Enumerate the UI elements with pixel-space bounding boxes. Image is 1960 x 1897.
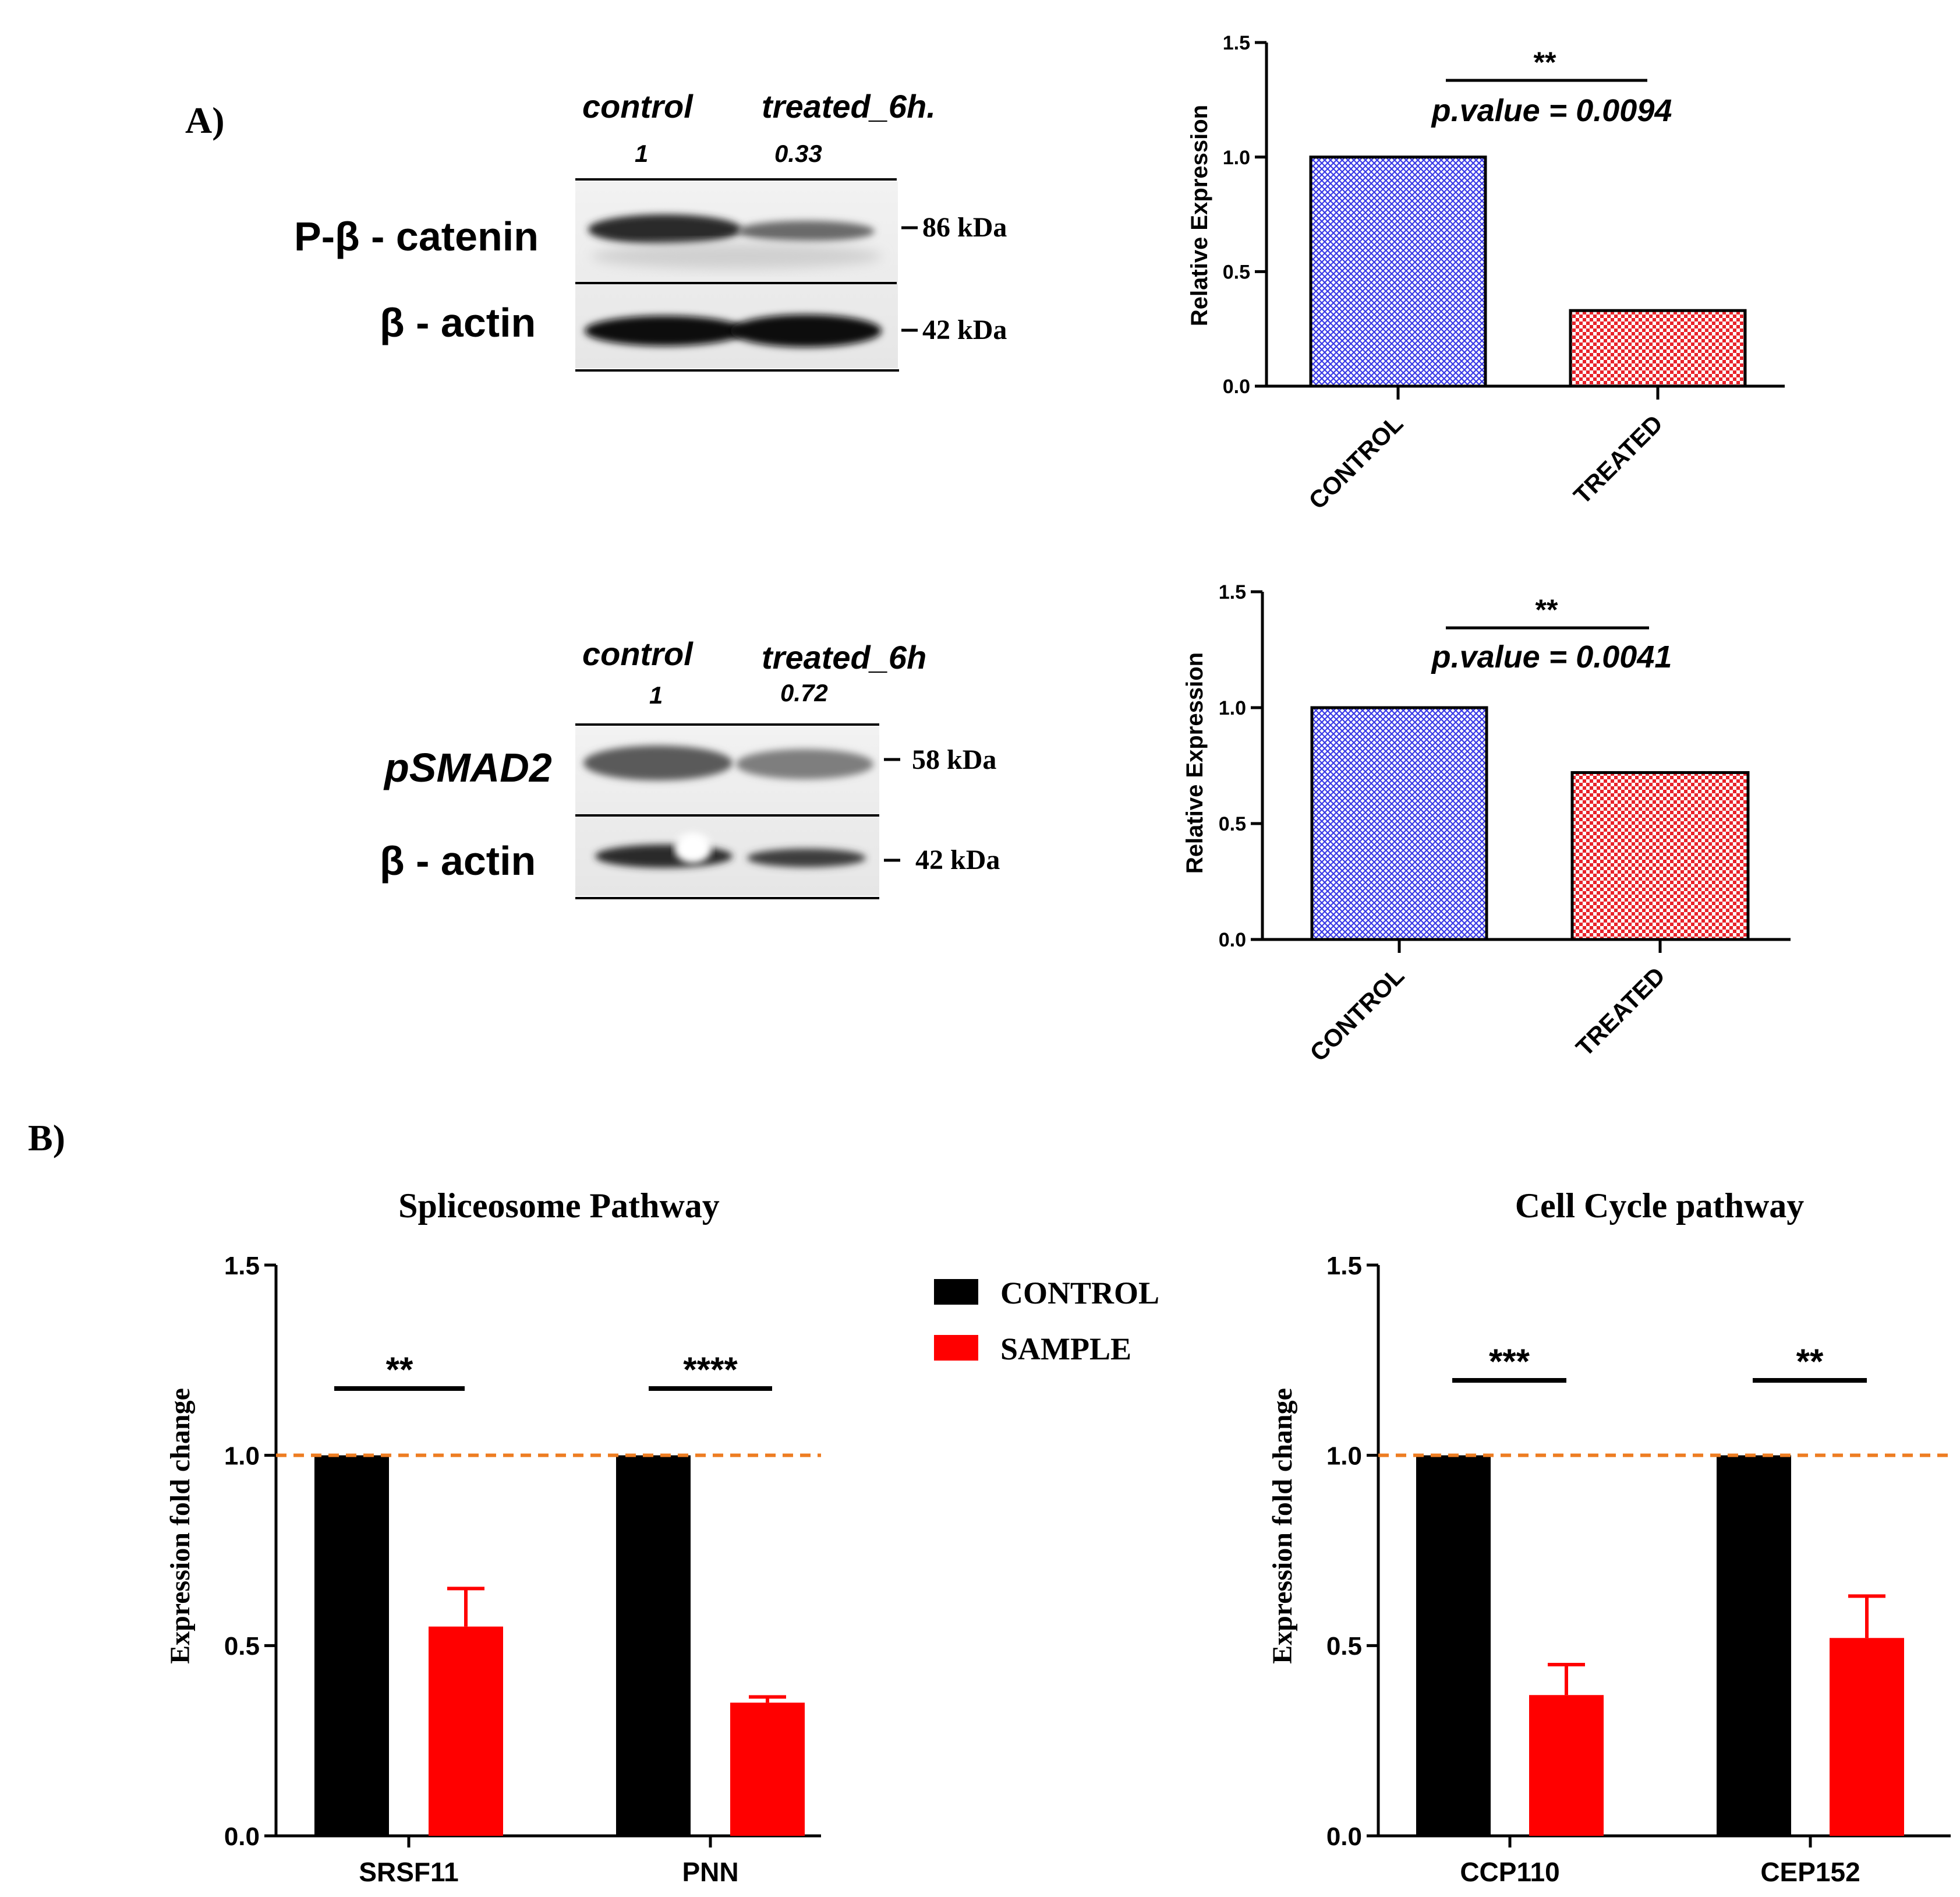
- y-tick-label: 0.5: [1223, 262, 1250, 284]
- chart-spliceosome-sig-stars-pnn: ****: [683, 1350, 738, 1389]
- chart-mid-right-xlabel-control: CONTROL: [1304, 962, 1409, 1066]
- y-tick-label: 1.0: [1326, 1442, 1362, 1471]
- panel-label-b: B): [28, 1117, 65, 1158]
- chart-mid-right-yaxis: 0.0 0.5 1.0 1.5: [1219, 581, 1262, 951]
- chart-cell-cycle-errorbar-ccp110: [1548, 1663, 1585, 1695]
- legend-swatch-control: [934, 1279, 978, 1305]
- y-tick-label: 0.0: [224, 1822, 260, 1851]
- y-tick-label: 1.5: [1223, 32, 1250, 54]
- chart-mid-right-ylabel: Relative Expression: [1182, 652, 1208, 874]
- chart-spliceosome: Spliceosome Pathway Expression fold chan…: [165, 1186, 821, 1887]
- blot2-bubble-artifact: [674, 833, 712, 863]
- blot1-pbcat-band-treated: [737, 221, 875, 242]
- blot1-lane-control: control: [582, 88, 694, 125]
- y-tick-label: 1.0: [224, 1442, 260, 1471]
- blot2-marker-2: 42 kDa: [915, 845, 1000, 875]
- y-tick-label: 1.0: [1219, 697, 1246, 719]
- blot1-pbcat-band-control: [588, 214, 742, 245]
- chart-top-right-ylabel: Relative Expression: [1187, 105, 1212, 326]
- western-blot-1: control treated_6h. 1 0.33 P-β - catenin…: [294, 88, 1007, 372]
- blot2-actin-band-treated: [747, 849, 866, 867]
- blot2-row-label-1: pSMAD2: [383, 745, 552, 790]
- blot2-psmad2-band-control: [583, 746, 733, 780]
- chart-spliceosome-bar-control-pnn: [616, 1455, 691, 1836]
- chart-top-right-xlabel-treated: TREATED: [1568, 409, 1668, 509]
- chart-spliceosome-sig-stars-srsf11: **: [386, 1350, 413, 1389]
- y-tick-label: 0.0: [1326, 1822, 1362, 1851]
- y-tick-label: 0.5: [1326, 1632, 1362, 1661]
- chart-spliceosome-bar-control-srsf11: [314, 1455, 389, 1836]
- legend-label-control: CONTROL: [1000, 1276, 1159, 1310]
- chart-top-right-pvalue: p.value = 0.0094: [1431, 93, 1672, 128]
- legend: CONTROL SAMPLE: [934, 1276, 1159, 1366]
- blot2-lane-control: control: [582, 635, 694, 672]
- chart-cell-cycle-sig-stars-cep152: **: [1796, 1342, 1824, 1381]
- chart-cell-cycle-ylabel: Expression fold change: [1267, 1388, 1298, 1664]
- chart-spliceosome-errorbar-pnn: [749, 1695, 786, 1703]
- chart-spliceosome-title: Spliceosome Pathway: [398, 1186, 720, 1225]
- western-blot-2: control treated_6h 1 0.72 pSMAD2 β - act…: [380, 635, 1000, 899]
- chart-spliceosome-xlabel-pnn: PNN: [682, 1857, 738, 1887]
- chart-spliceosome-yaxis: 0.0 0.5 1.0 1.5: [224, 1252, 276, 1851]
- y-tick-label: 0.5: [224, 1632, 260, 1661]
- chart-spliceosome-errorbar-srsf11: [447, 1587, 484, 1627]
- y-tick-label: 1.5: [1326, 1252, 1362, 1280]
- y-tick-label: 0.5: [1219, 813, 1246, 835]
- blot1-actin-band-control: [585, 316, 745, 346]
- legend-swatch-sample: [934, 1335, 978, 1361]
- y-tick-label: 0.0: [1223, 376, 1250, 398]
- chart-mid-right-sig-stars: **: [1536, 594, 1558, 626]
- chart-top-right-bar-treated: [1569, 309, 1747, 388]
- chart-spliceosome-ylabel: Expression fold change: [165, 1388, 196, 1664]
- chart-mid-right-xlabel-treated: TREATED: [1570, 962, 1670, 1061]
- blot1-ratio-treated: 0.33: [774, 140, 822, 167]
- blot1-row-label-2: β - actin: [380, 300, 536, 345]
- chart-top-right-xlabel-control: CONTROL: [1303, 409, 1408, 514]
- y-tick-label: 1.5: [224, 1252, 260, 1280]
- chart-top-right-sig-stars: **: [1534, 46, 1556, 79]
- chart-top-right: Relative Expression 0.0 0.5 1.0 1.5 CONTROL…: [1187, 32, 1785, 514]
- chart-top-right-yaxis: 0.0 0.5 1.0 1.5: [1223, 32, 1266, 398]
- blot2-ratio-control: 1: [649, 681, 663, 709]
- y-tick-label: 1.5: [1219, 581, 1246, 603]
- legend-label-sample: SAMPLE: [1000, 1331, 1131, 1366]
- blot2-actin-band-control: [595, 845, 733, 868]
- chart-spliceosome-xlabel-srsf11: SRSF11: [359, 1857, 458, 1887]
- blot1-ratio-control: 1: [635, 140, 648, 167]
- blot1-actin-band-treated: [730, 315, 882, 347]
- chart-cell-cycle-xlabel-cep152: CEP152: [1760, 1857, 1860, 1887]
- blot1-marker-2: 42 kDa: [922, 315, 1007, 345]
- panel-label-a: A): [185, 100, 225, 141]
- chart-cell-cycle-bar-control-ccp110: [1416, 1455, 1491, 1836]
- chart-spliceosome-bar-sample-pnn: [730, 1702, 805, 1836]
- chart-cell-cycle-bar-control-cep152: [1717, 1455, 1791, 1836]
- blot1-lane-treated: treated_6h.: [762, 88, 936, 125]
- blot1-row-label-1: P-β - catenin: [294, 214, 539, 259]
- chart-cell-cycle-bar-sample-cep152: [1830, 1638, 1904, 1836]
- blot2-lane-treated: treated_6h: [762, 639, 926, 676]
- blot2-row-label-2: β - actin: [380, 838, 536, 884]
- chart-cell-cycle-bar-sample-ccp110: [1529, 1695, 1604, 1836]
- blot1-marker-1: 86 kDa: [922, 212, 1007, 243]
- chart-mid-right-bar-treated: [1570, 771, 1750, 941]
- chart-mid-right: Relative Expression 0.0 0.5 1.0 1.5 CONTROL…: [1182, 581, 1791, 1066]
- chart-mid-right-pvalue: p.value = 0.0041: [1431, 640, 1672, 674]
- chart-mid-right-bar-control: [1310, 706, 1488, 941]
- chart-top-right-bar-control: [1309, 156, 1487, 388]
- y-tick-label: 1.0: [1223, 147, 1250, 169]
- chart-cell-cycle: Cell Cycle pathway Expression fold chang…: [1267, 1186, 1951, 1887]
- chart-cell-cycle-sig-stars-ccp110: ***: [1489, 1342, 1530, 1381]
- blot2-ratio-treated: 0.72: [780, 679, 828, 706]
- y-tick-label: 0.0: [1219, 929, 1246, 951]
- chart-cell-cycle-xlabel-ccp110: CCP110: [1460, 1857, 1559, 1887]
- blot2-marker-1: 58 kDa: [912, 744, 996, 775]
- chart-cell-cycle-errorbar-cep152: [1848, 1594, 1885, 1638]
- chart-spliceosome-bar-sample-srsf11: [429, 1626, 503, 1836]
- chart-cell-cycle-yaxis: 0.0 0.5 1.0 1.5: [1326, 1252, 1378, 1851]
- blot2-psmad2-band-treated: [736, 749, 873, 779]
- chart-cell-cycle-title: Cell Cycle pathway: [1515, 1186, 1805, 1225]
- blot1-pbcat-smear: [591, 243, 882, 269]
